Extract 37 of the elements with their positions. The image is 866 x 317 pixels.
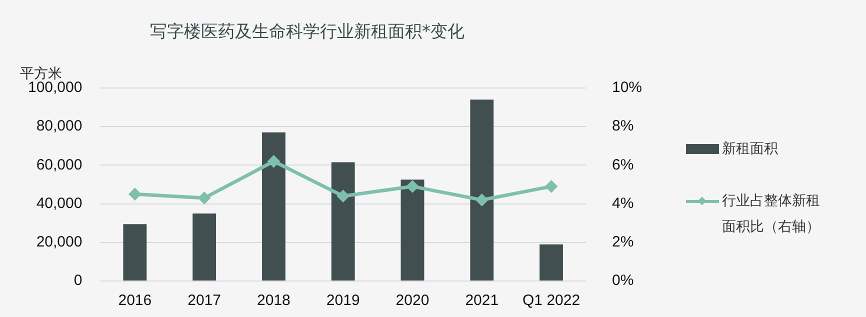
- y-tick-label: 20,000: [36, 234, 82, 251]
- x-tick-label: 2020: [396, 292, 430, 310]
- chart-title: 写字楼医药及生命科学行业新租面积*变化: [150, 21, 464, 43]
- y2-tick-label: 4%: [612, 194, 634, 212]
- y2-tick-label: 8%: [612, 118, 634, 135]
- y2-tick-label: 6%: [612, 156, 634, 174]
- legend-label: 行业占整体新租面积比（右轴）: [722, 192, 821, 237]
- x-tick-label: 2018: [257, 292, 290, 310]
- point: [546, 180, 558, 192]
- point: [337, 190, 349, 202]
- point: [476, 194, 488, 206]
- y-axis-title: 平方米: [20, 65, 62, 82]
- bar: [192, 213, 216, 280]
- bar: [400, 180, 424, 280]
- bar: [331, 162, 355, 280]
- x-tick-label: Q1 2022: [522, 292, 580, 310]
- y-tick-label: 60,000: [36, 156, 82, 174]
- x-tick-label: 2021: [465, 292, 499, 310]
- y2-tick-label: 10%: [612, 79, 642, 96]
- legend-label: 新租面积: [722, 140, 779, 159]
- point: [406, 180, 418, 192]
- y2-tick-label: 2%: [612, 234, 634, 251]
- y2-tick-label: 0%: [612, 272, 634, 290]
- bar: [123, 224, 147, 280]
- y-tick-label: 40,000: [36, 194, 82, 212]
- bar: [470, 100, 494, 280]
- x-tick-label: 2019: [326, 292, 360, 310]
- bar: [540, 244, 563, 280]
- y-tick-label: 80,000: [36, 118, 82, 135]
- point: [129, 188, 141, 200]
- bar: [262, 132, 286, 280]
- point: [268, 156, 280, 168]
- x-tick-label: 2017: [188, 292, 221, 310]
- point: [198, 192, 210, 204]
- x-tick-label: 2016: [118, 292, 152, 310]
- y-tick-label: 100,000: [28, 79, 82, 96]
- y-tick-label: 0: [74, 272, 82, 290]
